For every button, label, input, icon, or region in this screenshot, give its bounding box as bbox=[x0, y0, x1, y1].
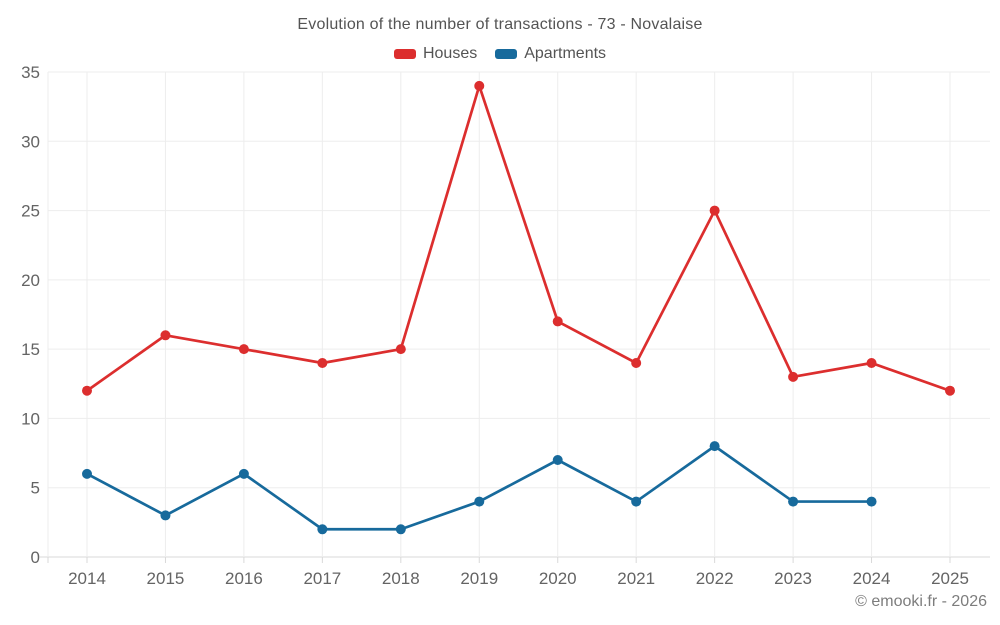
houses-data-point bbox=[945, 385, 955, 396]
legend-item-apartments[interactable]: Apartments bbox=[495, 45, 606, 63]
houses-data-point bbox=[82, 385, 92, 396]
x-tick-label: 2022 bbox=[696, 569, 734, 588]
copyright-footer: © emooki.fr - 2026 bbox=[855, 593, 987, 610]
y-tick-label: 15 bbox=[21, 340, 40, 359]
houses-data-point bbox=[709, 205, 720, 216]
chart-legend: Houses Apartments bbox=[0, 45, 1000, 63]
houses-data-point bbox=[552, 316, 563, 327]
apartments-data-point bbox=[866, 496, 877, 507]
houses-data-point bbox=[474, 80, 485, 91]
legend-item-houses[interactable]: Houses bbox=[393, 45, 478, 63]
apartments-data-point bbox=[788, 496, 799, 507]
houses-series-swatch-icon bbox=[393, 49, 416, 59]
x-tick-label: 2020 bbox=[539, 569, 577, 588]
apartments-data-point bbox=[395, 524, 406, 535]
apartments-data-point bbox=[552, 455, 563, 465]
apartments-series-swatch-icon bbox=[495, 49, 518, 59]
x-tick-label: 2019 bbox=[460, 569, 498, 588]
x-tick-label: 2016 bbox=[225, 569, 263, 588]
y-tick-label: 35 bbox=[21, 63, 40, 82]
x-tick-label: 2017 bbox=[303, 569, 341, 588]
apartments-data-point bbox=[317, 524, 328, 535]
x-tick-label: 2014 bbox=[68, 569, 106, 588]
houses-data-point bbox=[238, 344, 249, 355]
apartments-data-point bbox=[82, 468, 92, 479]
houses-data-point bbox=[395, 344, 406, 355]
houses-data-point bbox=[317, 358, 328, 368]
houses-data-point bbox=[866, 358, 877, 368]
houses-data-point bbox=[160, 330, 171, 341]
houses-data-point bbox=[788, 371, 799, 382]
y-tick-label: 20 bbox=[21, 271, 40, 290]
chart-title: Evolution of the number of transactions … bbox=[297, 16, 703, 33]
x-tick-label: 2025 bbox=[931, 569, 969, 588]
apartments-data-point bbox=[709, 441, 720, 452]
x-tick-label: 2024 bbox=[853, 569, 891, 588]
legend-label-apartments: Apartments bbox=[524, 45, 607, 62]
apartments-data-point bbox=[238, 468, 249, 479]
apartments-data-point bbox=[474, 496, 485, 507]
legend-label-houses: Houses bbox=[422, 45, 478, 62]
x-tick-label: 2023 bbox=[774, 569, 812, 588]
y-tick-label: 0 bbox=[31, 548, 40, 567]
x-tick-label: 2015 bbox=[147, 569, 185, 588]
apartments-data-point bbox=[631, 496, 642, 507]
y-tick-label: 5 bbox=[31, 479, 40, 498]
houses-data-point bbox=[631, 358, 642, 368]
y-tick-label: 25 bbox=[21, 202, 40, 221]
y-tick-label: 10 bbox=[21, 409, 40, 428]
x-tick-label: 2021 bbox=[617, 569, 655, 588]
apartments-data-point bbox=[160, 510, 171, 521]
y-tick-label: 30 bbox=[21, 132, 40, 151]
x-tick-label: 2018 bbox=[382, 569, 420, 588]
houses-series-line bbox=[85, 84, 952, 393]
